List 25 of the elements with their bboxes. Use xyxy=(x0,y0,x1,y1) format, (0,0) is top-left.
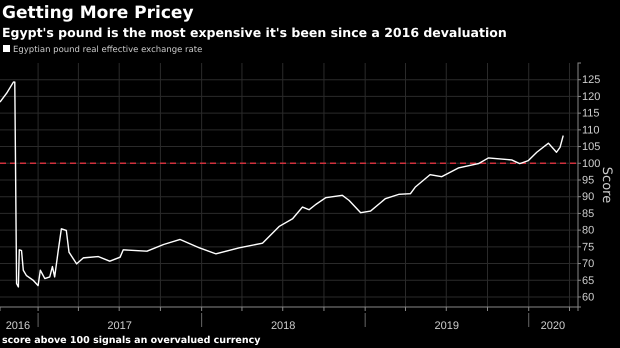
y-tick-label: 105 xyxy=(582,141,600,154)
y-tick-label: 125 xyxy=(582,74,600,86)
y-tick-label: 120 xyxy=(582,90,600,103)
x-tick-label: 2020 xyxy=(540,320,566,332)
y-tick-label: 95 xyxy=(582,174,594,187)
y-tick-label: 110 xyxy=(582,124,600,136)
y-tick-label: 100 xyxy=(582,158,600,170)
y-tick-label: 65 xyxy=(582,274,594,287)
x-tick-label: 2016 xyxy=(6,320,30,332)
chart-title: Getting More Pricey xyxy=(2,3,194,23)
y-tick-label: 80 xyxy=(582,224,594,237)
x-tick-label: 2019 xyxy=(434,320,459,332)
y-tick-label: 90 xyxy=(582,191,594,204)
legend-label: Egyptian pound real effective exchange rate xyxy=(13,45,202,55)
y-tick-label: 115 xyxy=(582,108,600,120)
line-series xyxy=(0,81,564,288)
y-tick-label: 70 xyxy=(582,258,594,270)
y-tick-label: 85 xyxy=(582,208,594,220)
text: score above 100 signals an overvalued currency xyxy=(2,335,262,346)
x-tick-label: 2018 xyxy=(270,320,296,332)
x-tick-label: 2017 xyxy=(107,320,132,332)
y-tick-label: 75 xyxy=(582,241,594,254)
y-tick-label: 60 xyxy=(582,291,594,304)
chart-subtitle: Egypt's pound is the most expensive it's been since a 2016 devaluation xyxy=(2,25,507,40)
y-axis-title: Score xyxy=(599,166,614,204)
